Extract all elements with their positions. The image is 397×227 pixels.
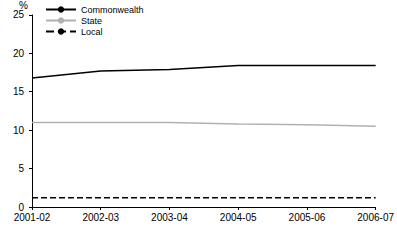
svg-text:25: 25 [13, 9, 25, 20]
svg-text:0: 0 [18, 201, 24, 213]
svg-text:2003-04: 2003-04 [151, 212, 188, 223]
svg-text:5: 5 [18, 163, 24, 174]
svg-text:2002-03: 2002-03 [82, 212, 119, 223]
svg-text:State: State [81, 16, 102, 26]
svg-text:10: 10 [13, 125, 25, 136]
svg-text:15: 15 [13, 86, 25, 97]
svg-text:2001-02: 2001-02 [14, 212, 51, 223]
svg-text:2005-06: 2005-06 [289, 212, 326, 223]
svg-text:Local: Local [81, 27, 103, 37]
svg-text:2006-07: 2006-07 [357, 212, 394, 223]
svg-text:Commonwealth: Commonwealth [81, 5, 144, 15]
svg-text:20: 20 [13, 48, 25, 59]
svg-text:2004-05: 2004-05 [220, 212, 257, 223]
